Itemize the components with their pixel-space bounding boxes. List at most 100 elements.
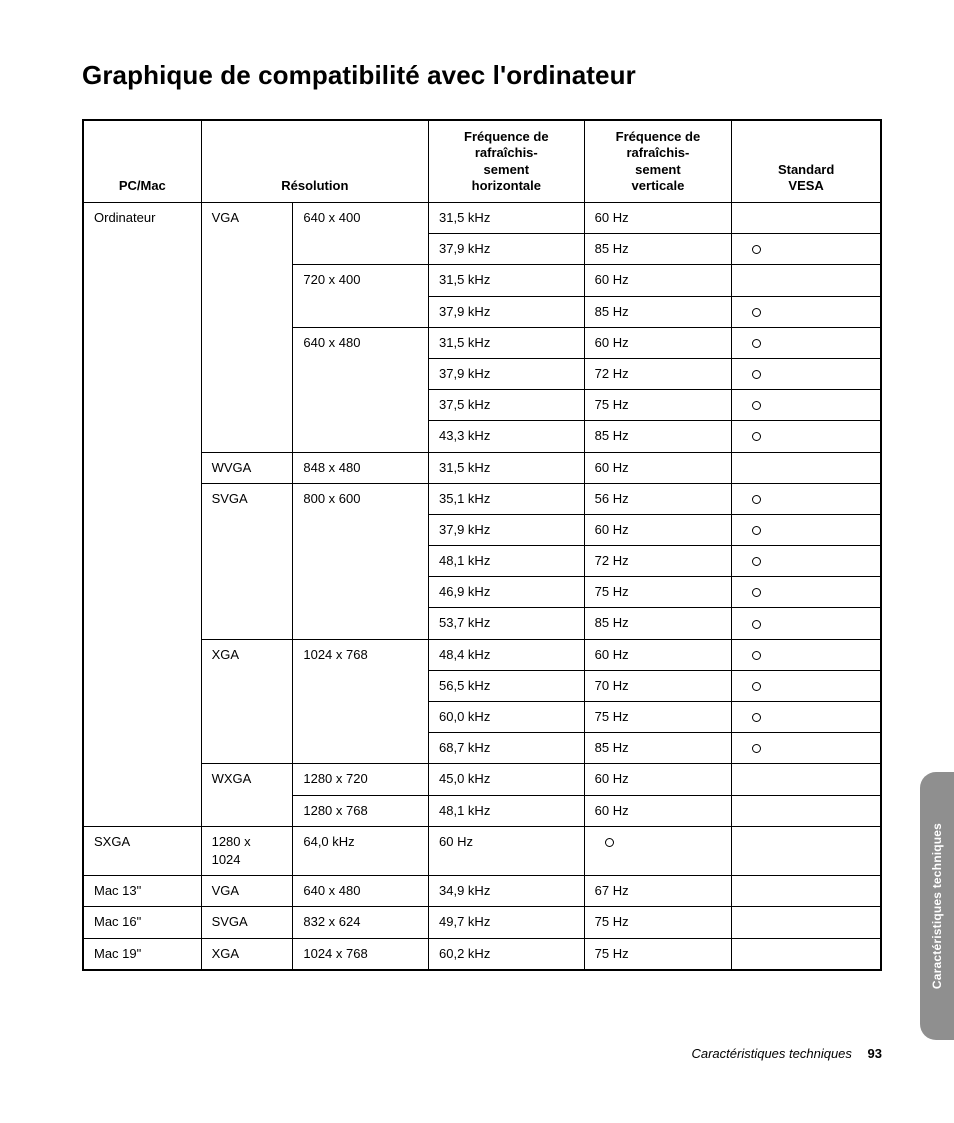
cell-mode: SVGA [201,907,293,938]
vesa-circle-icon [752,432,761,441]
cell-hfreq: 53,7 kHz [429,608,585,639]
cell-hfreq: 31,5 kHz [429,452,585,483]
cell-hfreq: 43,3 kHz [429,421,585,452]
cell-vfreq: 67 Hz [584,876,732,907]
cell-vfreq: 60 Hz [429,826,585,875]
side-tab-label: Caractéristiques techniques [930,823,944,989]
table-row: Mac 16"SVGA832 x 62449,7 kHz75 Hz [83,907,881,938]
vesa-circle-icon [752,651,761,660]
cell-vesa [732,390,881,421]
cell-vfreq: 72 Hz [584,546,732,577]
vesa-circle-icon [752,713,761,722]
cell-pcmac: Mac 19" [83,938,201,970]
cell-resolution: 832 x 624 [293,907,429,938]
cell-resolution: 800 x 600 [293,483,429,639]
cell-vfreq: 60 Hz [584,452,732,483]
cell-vfreq: 75 Hz [584,390,732,421]
cell-hfreq: 60,2 kHz [429,938,585,970]
cell-vesa [732,296,881,327]
cell-vesa [732,938,881,970]
vesa-circle-icon [752,245,761,254]
cell-mode: WVGA [201,452,293,483]
table-header-row: PC/Mac Résolution Fréquence de rafraîchi… [83,120,881,203]
cell-hfreq: 49,7 kHz [429,907,585,938]
cell-hfreq: 48,1 kHz [429,795,585,826]
cell-vfreq: 56 Hz [584,483,732,514]
col-vfreq: Fréquence de rafraîchis- sement vertical… [584,120,732,203]
vesa-circle-icon [605,838,614,847]
footer-section: Caractéristiques techniques [691,1046,851,1061]
cell-vesa [732,234,881,265]
cell-vesa [732,514,881,545]
table-row: WVGA848 x 48031,5 kHz60 Hz [83,452,881,483]
vesa-circle-icon [752,370,761,379]
cell-vfreq: 60 Hz [584,514,732,545]
cell-mode: XGA [201,639,293,764]
cell-vesa [732,608,881,639]
vesa-circle-icon [752,339,761,348]
cell-hfreq: 60,0 kHz [429,702,585,733]
cell-resolution: 640 x 480 [293,876,429,907]
vesa-circle-icon [752,620,761,629]
cell-vesa [732,327,881,358]
cell-resolution: 848 x 480 [293,452,429,483]
cell-vesa [732,733,881,764]
cell-hfreq: 34,9 kHz [429,876,585,907]
cell-vfreq: 60 Hz [584,203,732,234]
cell-pcmac: Mac 13" [83,876,201,907]
cell-vfreq: 70 Hz [584,670,732,701]
cell-hfreq: 37,9 kHz [429,234,585,265]
table-row: Mac 19"XGA1024 x 76860,2 kHz75 Hz [83,938,881,970]
cell-hfreq: 37,9 kHz [429,358,585,389]
col-hfreq: Fréquence de rafraîchis- sement horizont… [429,120,585,203]
cell-mode: VGA [201,876,293,907]
vesa-circle-icon [752,495,761,504]
vesa-circle-icon [752,557,761,566]
col-vesa: Standard VESA [732,120,881,203]
page-title: Graphique de compatibilité avec l'ordina… [82,60,882,91]
cell-vesa [732,265,881,296]
cell-hfreq: 31,5 kHz [429,327,585,358]
cell-pcmac: Ordinateur [83,203,201,827]
cell-vesa [732,764,881,795]
cell-resolution: 720 x 400 [293,265,429,327]
cell-vesa [732,876,881,907]
cell-vfreq: 75 Hz [584,577,732,608]
cell-vfreq: 75 Hz [584,702,732,733]
col-resolution: Résolution [201,120,428,203]
cell-mode: XGA [201,938,293,970]
cell-vesa [732,639,881,670]
cell-resolution: 1280 x 1024 [201,826,293,875]
cell-pcmac: Mac 16" [83,907,201,938]
vesa-circle-icon [752,744,761,753]
cell-resolution: 1024 x 768 [293,639,429,764]
table-row: SVGA800 x 60035,1 kHz56 Hz [83,483,881,514]
cell-vfreq: 60 Hz [584,764,732,795]
table-row: WXGA1280 x 72045,0 kHz60 Hz [83,764,881,795]
cell-resolution: 640 x 480 [293,327,429,452]
cell-mode: WXGA [201,764,293,826]
page-footer: Caractéristiques techniques 93 [691,1046,882,1061]
cell-vesa [732,907,881,938]
cell-hfreq: 68,7 kHz [429,733,585,764]
cell-vfreq: 60 Hz [584,639,732,670]
cell-vfreq: 85 Hz [584,733,732,764]
cell-vfreq: 85 Hz [584,421,732,452]
cell-resolution: 1280 x 768 [293,795,429,826]
compatibility-table: PC/Mac Résolution Fréquence de rafraîchi… [82,119,882,971]
side-tab: Caractéristiques techniques [920,772,954,1040]
cell-vfreq: 75 Hz [584,907,732,938]
cell-hfreq: 31,5 kHz [429,265,585,296]
cell-vesa [732,795,881,826]
cell-hfreq: 37,9 kHz [429,514,585,545]
vesa-circle-icon [752,682,761,691]
cell-resolution: 1280 x 720 [293,764,429,795]
cell-vesa [732,702,881,733]
cell-vfreq: 60 Hz [584,795,732,826]
cell-hfreq: 37,9 kHz [429,296,585,327]
cell-vesa [732,358,881,389]
cell-vesa [732,546,881,577]
table-row: OrdinateurVGA640 x 40031,5 kHz60 Hz [83,203,881,234]
cell-mode: SXGA [83,826,201,875]
cell-vfreq: 85 Hz [584,608,732,639]
